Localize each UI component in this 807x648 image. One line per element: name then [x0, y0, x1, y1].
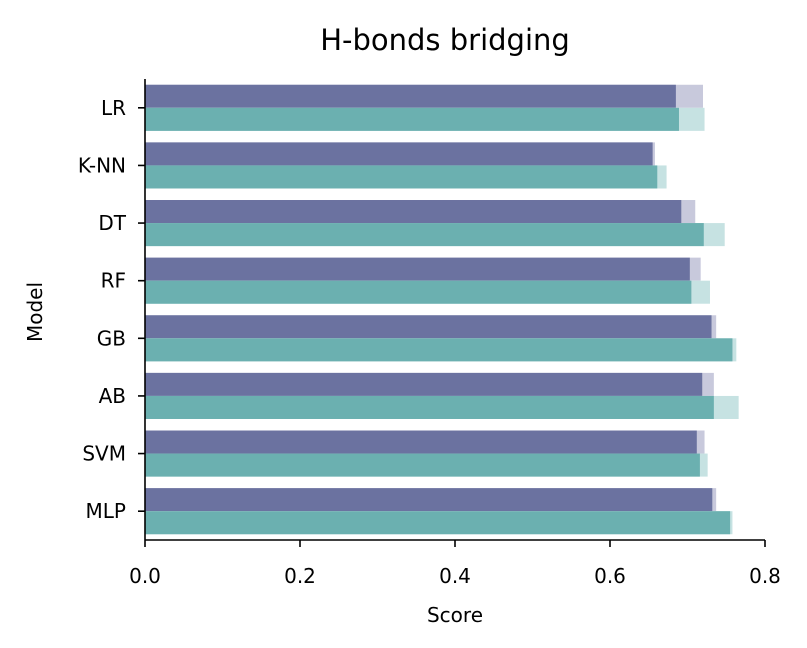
y-tick-label: RF [101, 269, 126, 293]
bar-dt-2 [145, 223, 704, 247]
bar-rf-2 [145, 280, 692, 304]
x-axis: 0.0 0.2 0.4 0.6 0.8 [129, 539, 781, 588]
y-tick-label: SVM [82, 442, 126, 466]
y-axis: LR K-NN DT RF GB AB SVM MLP [78, 79, 146, 540]
bar-ab-2 [145, 395, 714, 419]
bar-gb-1 [145, 315, 712, 339]
bar-rf-1 [145, 257, 690, 281]
bar-svm-1 [145, 430, 697, 454]
bar-k-nn-1 [145, 142, 653, 166]
chart-title: H-bonds bridging [320, 23, 570, 57]
bar-gb-2 [145, 338, 733, 362]
bar-ab-1 [145, 372, 703, 396]
x-tick-label: 0.4 [439, 564, 471, 588]
bars-group [145, 84, 739, 535]
y-tick-label: MLP [86, 499, 126, 523]
x-tick-label: 0.2 [284, 564, 316, 588]
x-axis-label: Score [427, 603, 483, 627]
bar-k-nn-2 [145, 165, 658, 189]
y-tick-label: DT [98, 211, 126, 235]
y-tick-label: AB [99, 384, 126, 408]
y-tick-label: GB [97, 326, 126, 350]
y-axis-label: Model [23, 282, 47, 342]
bar-mlp-2 [145, 511, 731, 535]
x-tick-label: 0.0 [129, 564, 161, 588]
y-tick-label: K-NN [78, 153, 126, 177]
x-tick-label: 0.6 [594, 564, 626, 588]
bar-mlp-1 [145, 488, 713, 512]
bar-dt-1 [145, 200, 682, 224]
y-tick-label: LR [101, 96, 126, 120]
bar-svm-2 [145, 453, 700, 477]
bar-lr-1 [145, 84, 676, 108]
bar-lr-2 [145, 107, 679, 131]
x-tick-label: 0.8 [749, 564, 781, 588]
